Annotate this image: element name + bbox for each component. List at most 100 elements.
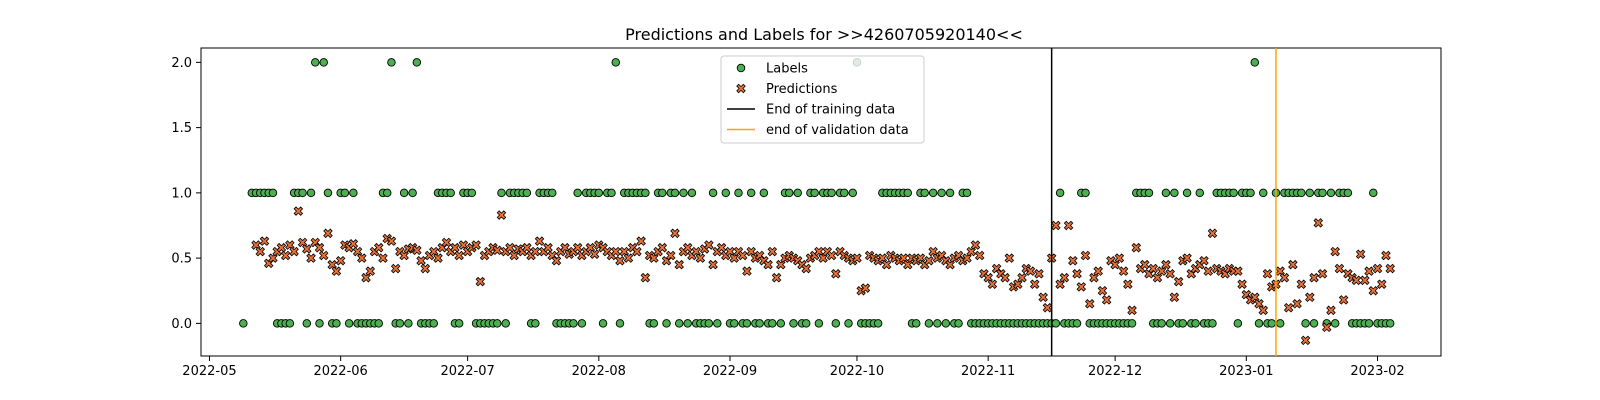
prediction-point — [1072, 269, 1082, 279]
prediction-point — [623, 253, 634, 263]
prediction-point — [433, 253, 443, 263]
prediction-point — [331, 266, 342, 276]
prediction-point — [530, 246, 541, 257]
prediction-point — [657, 242, 668, 253]
label-point — [387, 58, 396, 67]
prediction-point — [737, 250, 748, 261]
label-point — [1165, 319, 1175, 328]
label-point — [1233, 319, 1243, 328]
prediction-point — [348, 238, 359, 249]
label-point — [729, 319, 739, 328]
prediction-point — [1326, 305, 1336, 316]
prediction-point — [1199, 255, 1209, 266]
label-point — [399, 188, 409, 198]
prediction-point — [1038, 292, 1048, 303]
prediction-point — [1025, 266, 1036, 276]
prediction-point — [1237, 279, 1247, 289]
label-point — [298, 188, 307, 198]
label-point — [649, 319, 659, 328]
prediction-point — [543, 242, 553, 253]
label-point — [598, 319, 608, 328]
label-point — [454, 319, 464, 328]
label-point — [844, 319, 853, 328]
label-point — [937, 188, 946, 198]
x-tick-label: 2022-10 — [830, 364, 884, 379]
label-point — [1246, 188, 1255, 198]
prediction-point — [1283, 302, 1294, 313]
prediction-point — [1080, 250, 1091, 261]
label-point — [1051, 319, 1061, 328]
x-tick-label: 2022-06 — [313, 364, 367, 379]
label-point — [492, 319, 502, 328]
prediction-point — [1034, 269, 1044, 279]
prediction-point — [551, 255, 562, 266]
prediction-point — [1305, 292, 1315, 303]
y-tick-label: 1.0 — [171, 186, 192, 201]
prediction-point — [390, 263, 401, 274]
label-point — [332, 319, 341, 328]
prediction-point — [1101, 295, 1112, 305]
label-point — [759, 188, 769, 198]
label-point — [531, 319, 540, 328]
x-tick-label: 2022-05 — [182, 364, 236, 379]
prediction-point — [302, 244, 312, 254]
label-point — [1182, 188, 1192, 198]
label-point — [429, 319, 439, 328]
prediction-point — [306, 253, 316, 263]
prediction-point — [496, 210, 507, 220]
label-point — [776, 319, 786, 328]
label-point — [395, 319, 405, 328]
prediction-point — [704, 240, 714, 250]
label-point — [1229, 188, 1238, 198]
label-point — [501, 319, 510, 328]
label-point — [687, 188, 697, 198]
prediction-point — [1161, 259, 1171, 270]
prediction-point — [1372, 263, 1383, 274]
label-point — [1275, 319, 1285, 328]
label-point — [1191, 319, 1200, 328]
prediction-point — [1279, 272, 1290, 283]
label-point — [323, 188, 333, 198]
prediction-point — [441, 237, 452, 248]
prediction-point — [1114, 253, 1125, 263]
prediction-point — [801, 263, 811, 274]
prediction-point — [318, 250, 329, 261]
label-point — [1343, 188, 1353, 198]
label-point — [1309, 319, 1319, 328]
label-point — [382, 188, 392, 198]
prediction-point — [1262, 269, 1273, 279]
prediction-point — [742, 266, 752, 276]
prediction-point — [1123, 279, 1133, 289]
prediction-point — [1313, 218, 1324, 228]
label-point — [1297, 188, 1306, 198]
prediction-point — [974, 250, 985, 261]
prediction-point — [826, 250, 837, 261]
prediction-point — [534, 236, 545, 246]
label-point — [1369, 188, 1378, 198]
legend-circle-swatch — [736, 63, 746, 73]
prediction-point — [1330, 246, 1340, 257]
legend-x-swatch — [736, 83, 746, 94]
prediction-point — [378, 253, 388, 263]
prediction-point — [276, 242, 287, 253]
x-tick-label: 2023-02 — [1350, 364, 1404, 379]
label-point — [742, 319, 752, 328]
label-point — [848, 188, 857, 198]
prediction-point — [1296, 279, 1307, 289]
prediction-point — [860, 283, 871, 293]
label-point — [1157, 319, 1166, 328]
label-point — [615, 319, 625, 328]
prediction-point — [1288, 259, 1298, 270]
label-point — [340, 188, 350, 198]
prediction-point — [522, 242, 532, 253]
prediction-point — [636, 236, 646, 246]
label-point — [569, 319, 578, 328]
plot-area-frame — [200, 47, 1442, 357]
label-point — [1072, 319, 1082, 328]
label-point — [1326, 188, 1336, 198]
prediction-point — [1317, 269, 1328, 279]
label-point — [793, 188, 802, 198]
prediction-point — [280, 250, 291, 261]
prediction-point — [1017, 272, 1027, 283]
